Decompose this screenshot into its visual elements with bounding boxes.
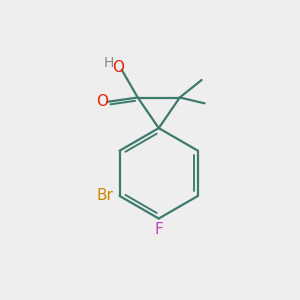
Text: Br: Br xyxy=(97,188,113,203)
Text: O: O xyxy=(96,94,108,110)
Text: F: F xyxy=(154,222,163,237)
Text: H: H xyxy=(103,56,114,70)
Text: O: O xyxy=(112,60,124,75)
